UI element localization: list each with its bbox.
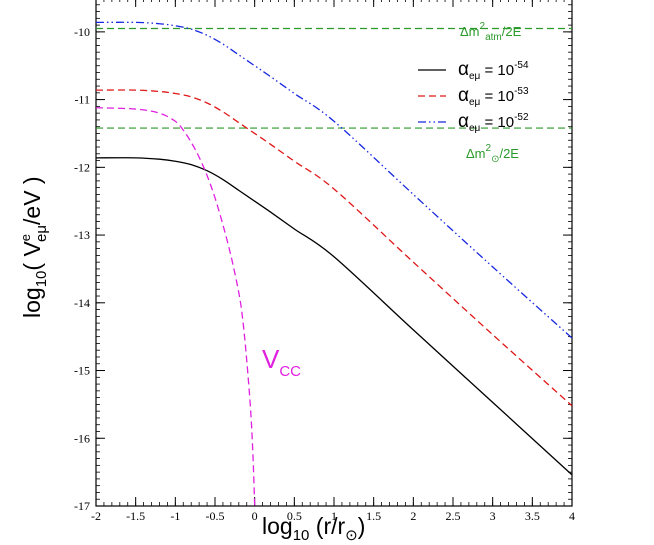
series-line-1	[95, 89, 573, 407]
x-tick-label: 0	[252, 509, 258, 523]
x-tick-label: 4	[569, 509, 575, 523]
x-tick-label: -1.5	[126, 509, 145, 523]
x-tick-label: 2	[410, 509, 416, 523]
y-tick-label: -17	[74, 499, 90, 513]
y-tick-label: -14	[74, 296, 90, 310]
y-tick-label: -10	[74, 25, 90, 39]
solar-line-label: Δm2⊙/2E	[466, 143, 519, 165]
x-tick-label: -0.5	[206, 509, 225, 523]
x-tick-label: 3	[490, 509, 496, 523]
atm-line-label: Δm2atm/2E	[460, 21, 522, 43]
x-tick-label: 3.5	[525, 509, 540, 523]
reference-lines	[96, 27, 572, 129]
legend-label-1: αeμ = 10-53	[458, 85, 529, 108]
y-axis-ticks: -17 -16 -15 -14 -13 -12 -11 -10	[74, 4, 572, 513]
y-tick-label: -11	[74, 93, 90, 107]
x-tick-label: -2	[91, 509, 101, 523]
series-line-2	[95, 21, 573, 339]
x-axis-title: log10 (r/r⊙)	[262, 513, 365, 544]
series-line-3	[95, 107, 256, 507]
legend: αeμ = 10-54 αeμ = 10-53 αeμ = 10-52	[418, 59, 529, 134]
legend-label-2: αeμ = 10-52	[458, 111, 529, 134]
series-line-0	[95, 157, 573, 476]
series-group	[95, 21, 573, 507]
y-axis-title: log10( Veeμ/eV )	[18, 176, 50, 318]
y-tick-label: -16	[74, 431, 90, 445]
x-tick-label: 1.5	[366, 509, 381, 523]
x-tick-label: -1	[170, 509, 180, 523]
legend-label-0: αeμ = 10-54	[458, 59, 529, 82]
x-tick-label: 0.5	[287, 509, 302, 523]
y-tick-label: -12	[74, 160, 90, 174]
vcc-annotation: VCC	[262, 344, 301, 380]
x-tick-label: 2.5	[446, 509, 461, 523]
y-tick-label: -15	[74, 364, 90, 378]
x-tick-label: 1	[331, 509, 337, 523]
y-tick-label: -13	[74, 228, 90, 242]
